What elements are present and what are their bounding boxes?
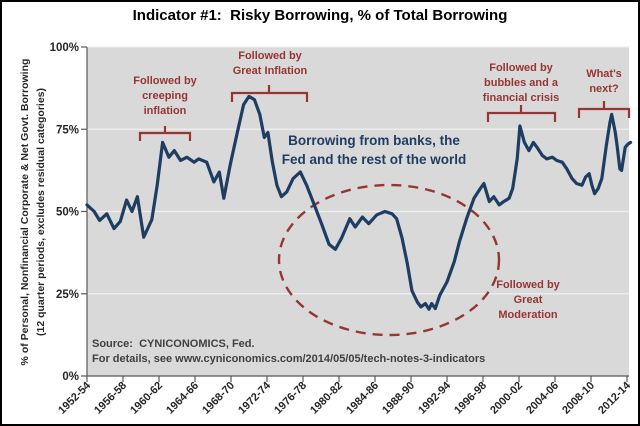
annotation-bubbles-crisis: Followed by bubbles and a financial cris…: [482, 62, 560, 104]
gridlines: [87, 46, 629, 295]
great-moderation-ellipse: [277, 183, 501, 337]
annotation-great-inflation: Followed by Great Inflation: [232, 50, 308, 77]
x-axis-tick-label: 1952-54: [56, 379, 94, 417]
y-axis-tick-label: 50%: [56, 207, 79, 219]
bracket-great-inflation: [230, 85, 309, 102]
x-axis-tick-label: 1976-78: [272, 380, 309, 417]
chart-title: Indicator #1: Risky Borrowing, % of Tota…: [132, 7, 508, 24]
x-axis-tick-label: 1984-86: [344, 380, 381, 417]
x-axis-tick-label: 1980-82: [308, 380, 345, 417]
annotation-whats-next: What's next?: [586, 68, 622, 95]
y-axis-tick-label: 75%: [56, 124, 79, 136]
y-axis-tick-label: 0%: [62, 371, 79, 383]
x-axis-tick-label: 2012-14: [596, 379, 634, 417]
annotation-great-moderation: Followed by Great Moderation: [496, 279, 560, 321]
y-axis-tick-label: 100%: [50, 42, 79, 54]
x-axis-tick-label: 1956-58: [92, 380, 129, 417]
annotation-creeping-inflation: Followed by creeping inflation: [133, 75, 197, 117]
source-note: Source: CYNICONOMICS, Fed. For details, …: [92, 338, 486, 365]
bracket-bubbles-crisis: [486, 105, 557, 122]
x-axis-tick-label: 2008-10: [560, 380, 597, 417]
x-axis-tick-label: 1988-90: [380, 380, 417, 417]
data-line-risky-borrowing: [85, 94, 633, 311]
x-axis-tick-label: 1960-62: [128, 380, 165, 417]
x-axis-tick-label: 2000-02: [488, 380, 525, 417]
x-axis-tick-label: 1964-66: [164, 380, 201, 417]
x-axis-tick-label: 2004-06: [524, 380, 561, 417]
x-axis-tick-label: 1992-94: [416, 379, 454, 417]
x-axis-tick-label: 1996-98: [452, 380, 489, 417]
x-axis-tick-label: 1968-70: [200, 380, 237, 417]
bracket-whats-next: [577, 101, 631, 118]
bracket-creeping-inflation: [138, 126, 192, 141]
annotation-center-note: Borrowing from banks, the Fed and the re…: [281, 133, 467, 167]
y-axis-tick-label: 25%: [56, 289, 79, 301]
x-axis-tick-label: 1972-74: [236, 379, 274, 417]
axis-ticks: [81, 46, 628, 382]
